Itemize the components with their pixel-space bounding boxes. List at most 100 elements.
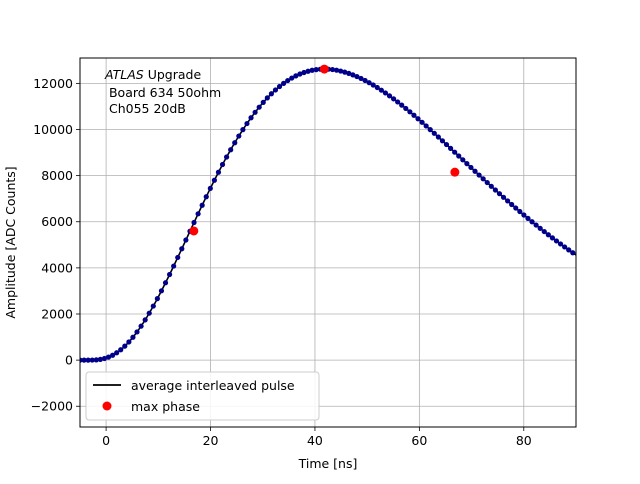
x-tick-label: 40 [307,433,323,448]
sample-point [517,208,523,215]
sample-point [484,179,490,186]
sample-point [232,140,238,146]
sample-point [350,72,356,78]
sample-point [427,127,433,133]
sample-point [150,303,156,309]
sample-point [545,232,551,238]
sample-point [460,157,466,163]
sample-point [423,123,429,129]
annotation: ATLAS Upgrade Board 634 50ohm Ch055 20dB [104,67,221,116]
y-tick-label: 8000 [41,168,73,183]
y-tick-label: 10000 [33,122,73,137]
sample-point [85,357,91,363]
plot-area [80,64,576,363]
sample-point [97,356,103,362]
sample-point [509,201,515,208]
ticks: 0 20 40 60 80 −2000 0 2000 4000 6000 8000 10000 1200… [31,76,532,448]
sample-point [549,235,556,241]
sample-point [252,109,258,115]
sample-point [166,271,173,278]
sample-point [272,87,279,93]
sample-point [101,355,108,362]
sample-point [374,84,380,91]
sample-point [488,183,494,189]
sample-point [203,194,209,200]
sample-point [264,95,270,101]
sample-point [496,191,503,197]
sample-point [439,138,446,144]
sample-point [130,334,136,340]
sample-point [305,68,311,74]
grid [80,58,576,427]
legend-entry-max-phase: max phase [131,399,200,414]
sample-point [333,67,340,73]
x-tick-label: 80 [516,433,532,448]
sample-point [411,112,417,118]
sample-point [399,102,405,108]
y-tick-label: 6000 [41,214,73,229]
sample-point [338,68,344,74]
sample-point [395,99,401,105]
sample-point [468,164,474,171]
legend: average interleaved pulse max phase [85,371,320,421]
sample-point [154,296,160,302]
sample-point [285,77,291,84]
sample-point [105,354,112,360]
sample-point [342,69,348,75]
sample-point [366,80,372,86]
x-tick-label: 0 [102,433,110,448]
annotation-line-1-rest: Upgrade [144,67,202,82]
max-phase-point [450,167,460,177]
x-tick-label: 60 [411,433,427,448]
sample-point [138,323,144,329]
sample-point [362,77,368,84]
annotation-line-2: Board 634 50ohm [105,85,221,100]
sample-point [114,350,120,356]
sample-point [525,215,531,221]
sample-point [297,71,303,77]
sample-point [244,120,250,127]
sample-point [529,219,535,225]
sample-point [472,168,478,174]
sample-point [476,172,482,178]
sample-point [557,241,564,247]
sample-point [378,87,384,93]
sample-point [122,343,128,349]
sample-point [513,205,519,211]
sample-point [289,75,295,81]
sample-point [199,202,205,208]
sample-point [191,219,197,226]
annotation-line-1: ATLAS Upgrade [104,67,201,82]
sample-point [358,75,364,82]
sample-point [329,66,336,73]
sample-point [452,149,458,155]
sample-point [118,347,124,353]
sample-point [183,237,189,243]
sample-point [533,222,539,228]
sample-point [179,246,185,252]
y-tick-label: 12000 [33,76,73,91]
sample-point [293,73,299,79]
y-tick-label: 4000 [41,260,73,275]
sample-point [354,73,360,80]
sample-point [415,116,421,122]
sample-point [443,141,450,148]
sample-point [228,147,234,153]
legend-entry-average-pulse: average interleaved pulse [131,378,295,393]
sample-point [126,339,132,345]
sample-point [435,134,441,140]
y-tick-label: 0 [65,353,73,368]
y-tick-label: 2000 [41,306,73,321]
annotation-line-3: Ch055 20dB [105,101,186,116]
sample-point [370,82,376,88]
sample-point [301,69,307,76]
sample-point [162,280,169,286]
plot-content [80,64,576,363]
x-tick-label: 20 [203,433,219,448]
sample-point [541,228,547,235]
sample-point [215,169,222,175]
sample-point [566,247,572,253]
sample-point [211,177,217,183]
sample-point [521,212,527,218]
